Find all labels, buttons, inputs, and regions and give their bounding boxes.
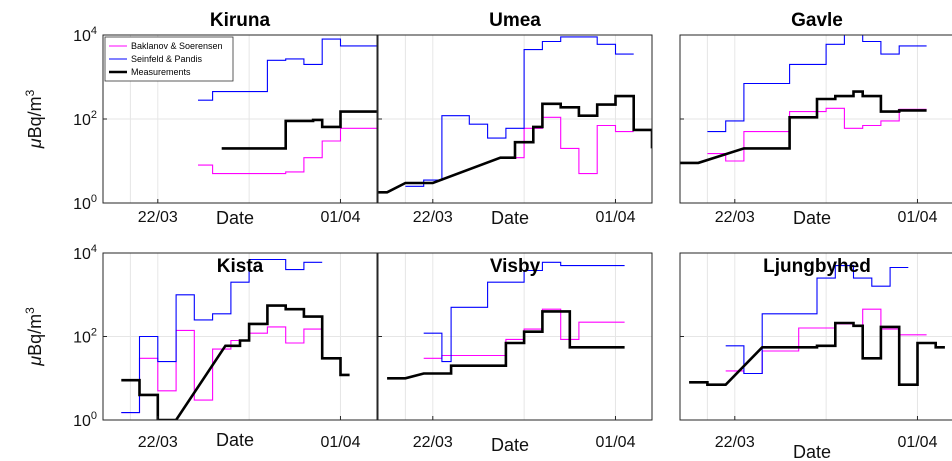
x-axis-label: Date bbox=[793, 442, 831, 461]
series-measurements bbox=[680, 90, 927, 165]
panel-visby: Visby 22/03 01/04 Date bbox=[377, 252, 653, 455]
series-seinfeld-pandis bbox=[707, 35, 927, 133]
series-group bbox=[680, 35, 927, 165]
y-tick-label: 102 bbox=[73, 327, 97, 347]
x-tick-label: 22/03 bbox=[413, 434, 453, 451]
series-baklanov-soerensen bbox=[198, 127, 377, 175]
panel-title: Kista bbox=[217, 256, 264, 277]
x-axis-label: Date bbox=[216, 208, 254, 228]
y-tick-exponent: 0 bbox=[91, 193, 97, 205]
x-tick-label: 22/03 bbox=[413, 209, 453, 226]
legend-label: Measurements bbox=[131, 67, 191, 77]
series-group bbox=[387, 261, 625, 380]
y-tick-base: 10 bbox=[73, 112, 91, 129]
y-tick-exponent: 2 bbox=[91, 327, 97, 339]
series-seinfeld-pandis bbox=[423, 261, 625, 363]
panel-title: Visby bbox=[490, 256, 541, 277]
y-tick-exponent: 0 bbox=[91, 410, 97, 422]
series-group bbox=[689, 265, 945, 387]
y-label-exponent: 3 bbox=[23, 307, 37, 314]
y-label-mu: μ bbox=[25, 356, 45, 367]
x-axis-label: Date bbox=[491, 435, 529, 455]
x-axis-label: Date bbox=[793, 208, 831, 228]
y-tick-exponent: 2 bbox=[91, 109, 97, 121]
series-seinfeld-pandis bbox=[121, 258, 323, 414]
y-tick-label: 100 bbox=[73, 193, 97, 213]
panel-title: Ljungbyhed bbox=[763, 256, 871, 277]
x-tick-label: 01/04 bbox=[897, 434, 937, 451]
series-seinfeld-pandis bbox=[725, 265, 909, 375]
series-measurements bbox=[387, 310, 625, 380]
series-baklanov-soerensen bbox=[423, 308, 625, 359]
x-tick-label: 22/03 bbox=[715, 434, 755, 451]
x-tick-label: 01/04 bbox=[595, 209, 635, 226]
panel-ljungbyhed: Ljungbyhed 22/03 01/04 Date bbox=[679, 252, 952, 461]
legend: Baklanov & Soerensen Seinfeld & Pandis Mea… bbox=[104, 36, 234, 82]
x-axis-label: Date bbox=[216, 430, 254, 450]
y-tick-label: 100 bbox=[73, 410, 97, 430]
panel-title: Gavle bbox=[791, 10, 843, 31]
x-tick-label: 01/04 bbox=[897, 209, 937, 226]
series-group bbox=[378, 36, 652, 194]
series-measurements bbox=[378, 94, 652, 194]
series-measurements bbox=[121, 304, 350, 420]
series-baklanov-soerensen bbox=[707, 107, 927, 162]
series-baklanov-soerensen bbox=[121, 326, 323, 414]
panel-title: Kiruna bbox=[210, 10, 271, 31]
series-group bbox=[198, 38, 377, 175]
y-axis-label: μBq/m3 bbox=[23, 89, 45, 149]
series-baklanov-soerensen bbox=[505, 116, 634, 175]
y-tick-label: 104 bbox=[73, 243, 97, 263]
y-tick-base: 10 bbox=[73, 28, 91, 45]
y-tick-base: 10 bbox=[73, 413, 91, 430]
y-label-mu: μ bbox=[25, 138, 45, 149]
x-tick-label: 22/03 bbox=[138, 434, 178, 451]
series-seinfeld-pandis bbox=[198, 38, 377, 101]
x-axis-label: Date bbox=[491, 208, 529, 228]
panel-title: Umea bbox=[489, 10, 541, 31]
y-tick-exponent: 4 bbox=[91, 25, 97, 37]
y-label-unit: Bq/m bbox=[25, 96, 45, 138]
x-tick-label: 01/04 bbox=[320, 434, 360, 451]
series-group bbox=[121, 258, 350, 420]
series-measurements bbox=[221, 110, 377, 150]
y-tick-exponent: 4 bbox=[91, 243, 97, 255]
y-tick-label: 102 bbox=[73, 109, 97, 129]
series-seinfeld-pandis bbox=[405, 36, 634, 187]
y-axis-label: μBq/m3 bbox=[23, 307, 45, 367]
x-tick-label: 01/04 bbox=[320, 209, 360, 226]
x-tick-label: 01/04 bbox=[595, 434, 635, 451]
y-tick-base: 10 bbox=[73, 246, 91, 263]
x-tick-label: 22/03 bbox=[138, 209, 178, 226]
legend-label: Seinfeld & Pandis bbox=[131, 54, 203, 64]
legend-label: Baklanov & Soerensen bbox=[131, 41, 223, 51]
panel-gavle: Gavle 22/03 01/04 Date bbox=[679, 10, 952, 228]
y-label-exponent: 3 bbox=[23, 89, 37, 96]
series-measurements bbox=[689, 321, 945, 387]
y-label-unit: Bq/m bbox=[25, 314, 45, 356]
y-tick-base: 10 bbox=[73, 330, 91, 347]
y-tick-base: 10 bbox=[73, 196, 91, 213]
y-tick-label: 104 bbox=[73, 25, 97, 45]
x-tick-label: 22/03 bbox=[715, 209, 755, 226]
panel-umea: Umea 22/03 01/04 Date bbox=[377, 10, 653, 228]
